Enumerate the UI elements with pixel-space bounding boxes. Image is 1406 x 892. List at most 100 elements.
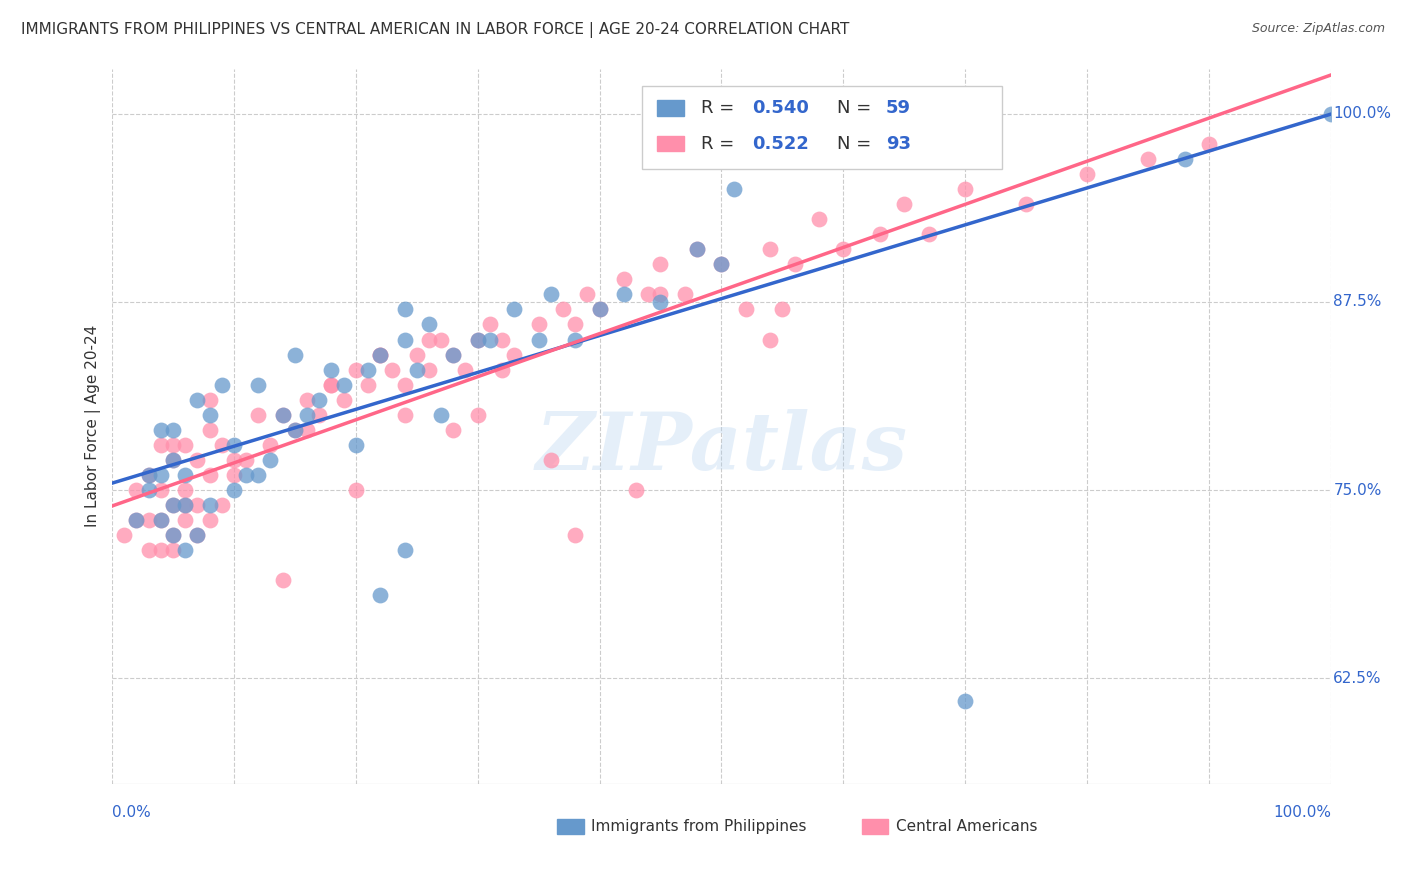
Point	[368, 347, 391, 361]
Text: 62.5%: 62.5%	[1333, 671, 1382, 686]
Point	[235, 468, 257, 483]
Point	[284, 423, 307, 437]
Point	[710, 257, 733, 271]
Point	[770, 302, 793, 317]
Point	[308, 392, 330, 407]
Point	[259, 438, 281, 452]
Point	[247, 377, 270, 392]
Point	[162, 543, 184, 558]
Point	[149, 438, 172, 452]
Point	[149, 513, 172, 527]
Point	[430, 408, 453, 422]
FancyBboxPatch shape	[643, 87, 1001, 169]
Point	[551, 302, 574, 317]
Text: N =: N =	[837, 135, 877, 153]
Point	[174, 483, 197, 497]
Point	[174, 438, 197, 452]
Point	[503, 302, 526, 317]
Point	[149, 543, 172, 558]
Point	[357, 377, 380, 392]
Point	[734, 302, 756, 317]
Text: 0.0%: 0.0%	[112, 805, 150, 820]
Point	[162, 498, 184, 512]
Point	[271, 574, 294, 588]
Point	[381, 362, 404, 376]
Point	[467, 333, 489, 347]
Point	[650, 257, 672, 271]
Point	[491, 333, 513, 347]
Point	[162, 528, 184, 542]
FancyBboxPatch shape	[862, 819, 889, 834]
Point	[198, 468, 221, 483]
Point	[394, 302, 416, 317]
Point	[394, 377, 416, 392]
Text: ZIPatlas: ZIPatlas	[536, 409, 907, 486]
Text: 59: 59	[886, 99, 911, 117]
Text: IMMIGRANTS FROM PHILIPPINES VS CENTRAL AMERICAN IN LABOR FORCE | AGE 20-24 CORRE: IMMIGRANTS FROM PHILIPPINES VS CENTRAL A…	[21, 22, 849, 38]
Point	[247, 408, 270, 422]
Point	[368, 589, 391, 603]
Text: 100.0%: 100.0%	[1333, 106, 1392, 121]
Point	[284, 347, 307, 361]
Point	[186, 453, 208, 467]
Point	[527, 318, 550, 332]
Point	[162, 438, 184, 452]
Point	[832, 242, 855, 256]
Point	[564, 333, 586, 347]
Point	[454, 362, 477, 376]
Point	[149, 468, 172, 483]
Point	[734, 121, 756, 136]
Point	[673, 287, 696, 301]
Point	[418, 333, 440, 347]
Point	[162, 528, 184, 542]
Point	[138, 513, 160, 527]
Point	[125, 513, 148, 527]
Point	[527, 333, 550, 347]
Point	[332, 377, 354, 392]
Point	[138, 468, 160, 483]
FancyBboxPatch shape	[657, 100, 683, 116]
Text: Immigrants from Philippines: Immigrants from Philippines	[591, 819, 807, 834]
Point	[441, 347, 464, 361]
Point	[295, 392, 318, 407]
Point	[503, 347, 526, 361]
Point	[807, 212, 830, 227]
Point	[284, 423, 307, 437]
Point	[149, 513, 172, 527]
Point	[259, 453, 281, 467]
Point	[917, 227, 939, 241]
Point	[394, 408, 416, 422]
Point	[162, 498, 184, 512]
Point	[893, 197, 915, 211]
Point	[198, 513, 221, 527]
Point	[576, 287, 599, 301]
Point	[637, 287, 659, 301]
Point	[953, 182, 976, 196]
Text: R =: R =	[700, 99, 740, 117]
Text: R =: R =	[700, 135, 740, 153]
Text: Source: ZipAtlas.com: Source: ZipAtlas.com	[1251, 22, 1385, 36]
Point	[588, 302, 610, 317]
Point	[357, 362, 380, 376]
FancyBboxPatch shape	[657, 136, 683, 152]
Point	[430, 333, 453, 347]
Point	[174, 513, 197, 527]
Point	[1174, 152, 1197, 166]
Point	[1076, 167, 1098, 181]
Point	[418, 362, 440, 376]
Y-axis label: In Labor Force | Age 20-24: In Labor Force | Age 20-24	[86, 325, 101, 527]
Point	[759, 333, 782, 347]
Point	[650, 294, 672, 309]
Text: 93: 93	[886, 135, 911, 153]
Point	[1320, 106, 1343, 120]
Point	[162, 453, 184, 467]
Text: 0.522: 0.522	[752, 135, 808, 153]
Point	[271, 408, 294, 422]
Point	[418, 318, 440, 332]
Point	[405, 362, 427, 376]
Point	[564, 528, 586, 542]
Point	[344, 483, 367, 497]
Point	[198, 498, 221, 512]
Point	[478, 318, 501, 332]
Point	[186, 528, 208, 542]
